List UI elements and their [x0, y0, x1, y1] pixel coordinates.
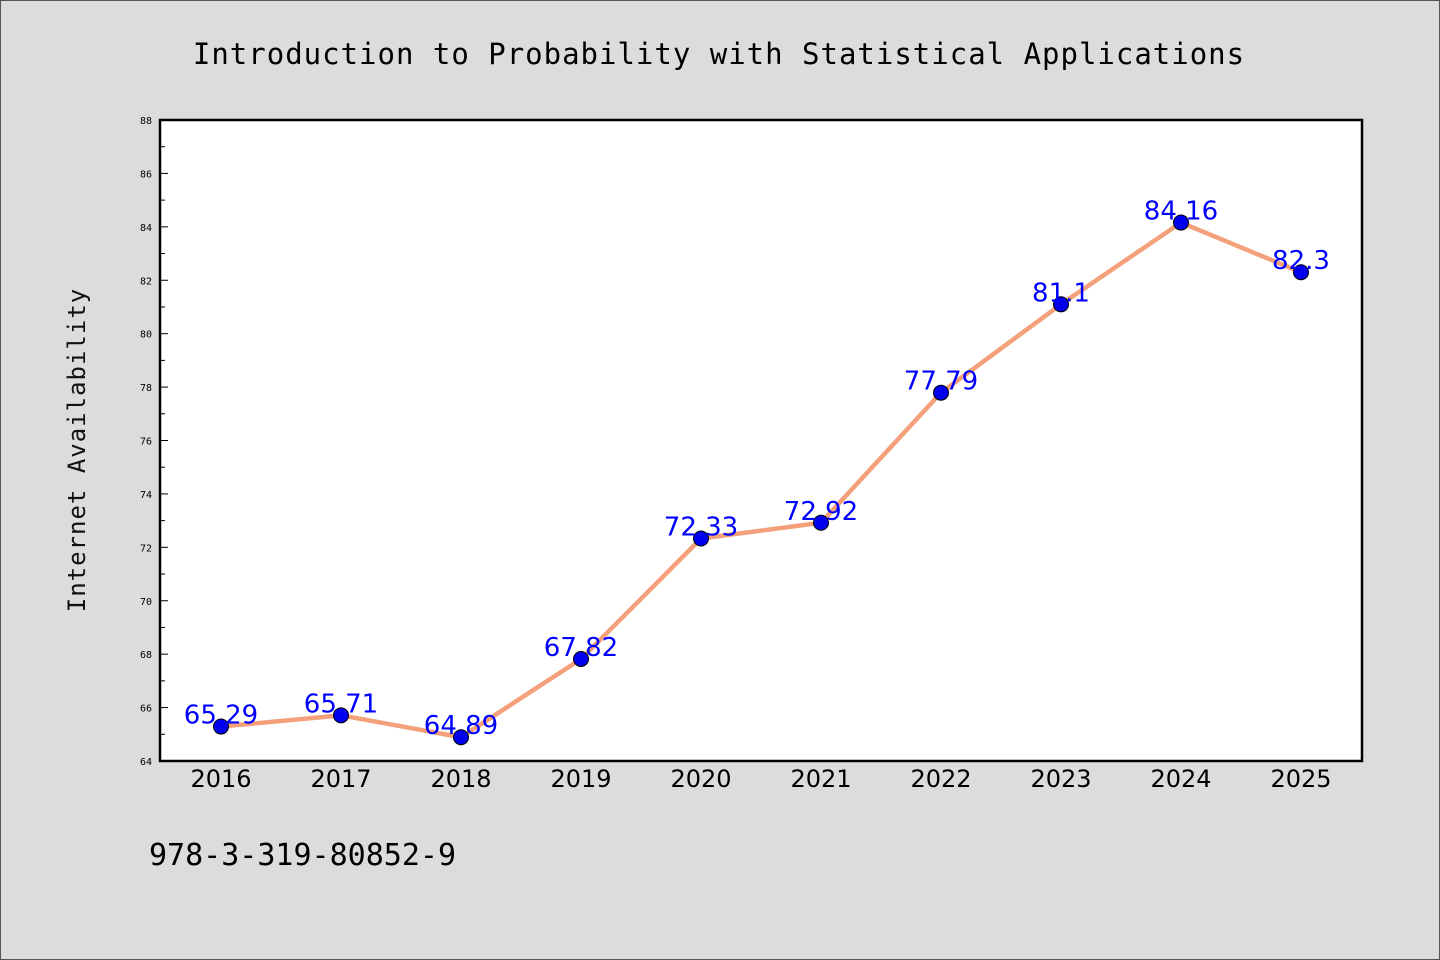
data-point — [1293, 264, 1309, 281]
y-tick-label: 74 — [140, 490, 152, 501]
data-point — [813, 514, 829, 531]
data-point — [453, 729, 469, 746]
chart-title: Introduction to Probability with Statist… — [193, 37, 1245, 71]
data-point — [573, 650, 589, 667]
y-axis: 64 66 68 70 72 74 76 78 80 82 84 86 88 — [140, 116, 168, 768]
data-label: 64.89 — [424, 711, 498, 741]
x-axis: 2016 2017 2018 2019 2020 2021 2022 2023 2024 2025 — [190, 765, 1331, 793]
data-label: 72.33 — [664, 513, 738, 543]
data-point — [1173, 214, 1189, 231]
x-tick-label: 2024 — [1150, 765, 1211, 793]
y-tick-label: 80 — [140, 330, 152, 341]
y-tick-label: 88 — [140, 116, 152, 127]
y-tick-label: 84 — [140, 223, 152, 234]
x-tick-label: 2016 — [190, 765, 251, 793]
data-labels: 65.29 65.71 64.89 67.82 72.33 72.92 77.79 81.1 8… — [184, 197, 1330, 742]
data-label: 65.29 — [184, 701, 258, 731]
y-tick-label: 78 — [140, 383, 152, 394]
data-label: 84.16 — [1144, 197, 1218, 227]
x-tick-label: 2022 — [910, 765, 971, 793]
y-tick-label: 68 — [140, 650, 152, 661]
y-axis-label: Internet Availability — [63, 288, 91, 612]
x-tick-label: 2017 — [310, 765, 371, 793]
series-line — [220, 220, 1302, 740]
y-tick-label: 66 — [140, 704, 152, 715]
series-markers — [213, 214, 1309, 746]
y-tick-label: 70 — [140, 597, 152, 608]
y-tick-label: 64 — [140, 757, 152, 768]
isbn-text: 978-3-319-80852-9 — [149, 838, 456, 873]
data-label: 67.82 — [544, 633, 618, 663]
x-tick-label: 2025 — [1270, 765, 1331, 793]
data-point — [333, 707, 349, 724]
y-tick-label: 72 — [140, 543, 152, 554]
y-tick-label: 82 — [140, 276, 152, 287]
data-label: 77.79 — [904, 367, 978, 397]
x-tick-label: 2018 — [430, 765, 491, 793]
data-label: 72.92 — [784, 497, 858, 527]
data-point — [693, 530, 709, 547]
x-tick-label: 2019 — [550, 765, 611, 793]
data-point — [213, 718, 229, 735]
data-label: 65.71 — [304, 689, 378, 719]
x-tick-label: 2023 — [1030, 765, 1091, 793]
y-tick-label: 86 — [140, 169, 152, 180]
data-label: 82.3 — [1272, 246, 1330, 276]
data-point — [933, 384, 949, 401]
data-label: 81.1 — [1032, 278, 1090, 308]
series-polyline — [220, 220, 1302, 740]
data-point — [1053, 296, 1069, 313]
x-tick-label: 2020 — [670, 765, 731, 793]
x-tick-label: 2021 — [790, 765, 851, 793]
y-tick-label: 76 — [140, 437, 152, 448]
plot-area — [158, 118, 1364, 763]
